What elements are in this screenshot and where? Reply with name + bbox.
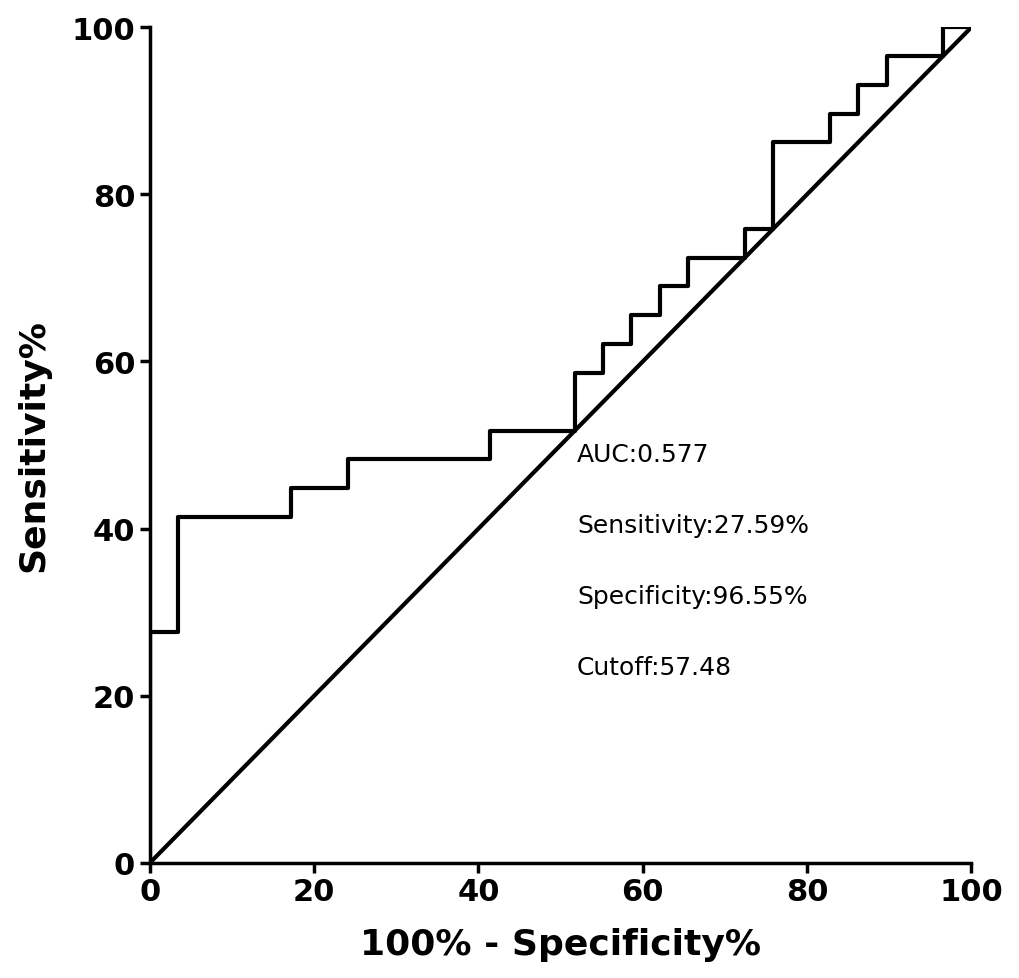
Y-axis label: Sensitivity%: Sensitivity% <box>16 319 51 572</box>
X-axis label: 100% - Specificity%: 100% - Specificity% <box>360 927 760 961</box>
Text: Cutoff:57.48: Cutoff:57.48 <box>577 655 732 680</box>
Text: AUC:0.577: AUC:0.577 <box>577 442 709 467</box>
Text: Sensitivity:27.59%: Sensitivity:27.59% <box>577 513 808 538</box>
Text: Specificity:96.55%: Specificity:96.55% <box>577 585 807 608</box>
